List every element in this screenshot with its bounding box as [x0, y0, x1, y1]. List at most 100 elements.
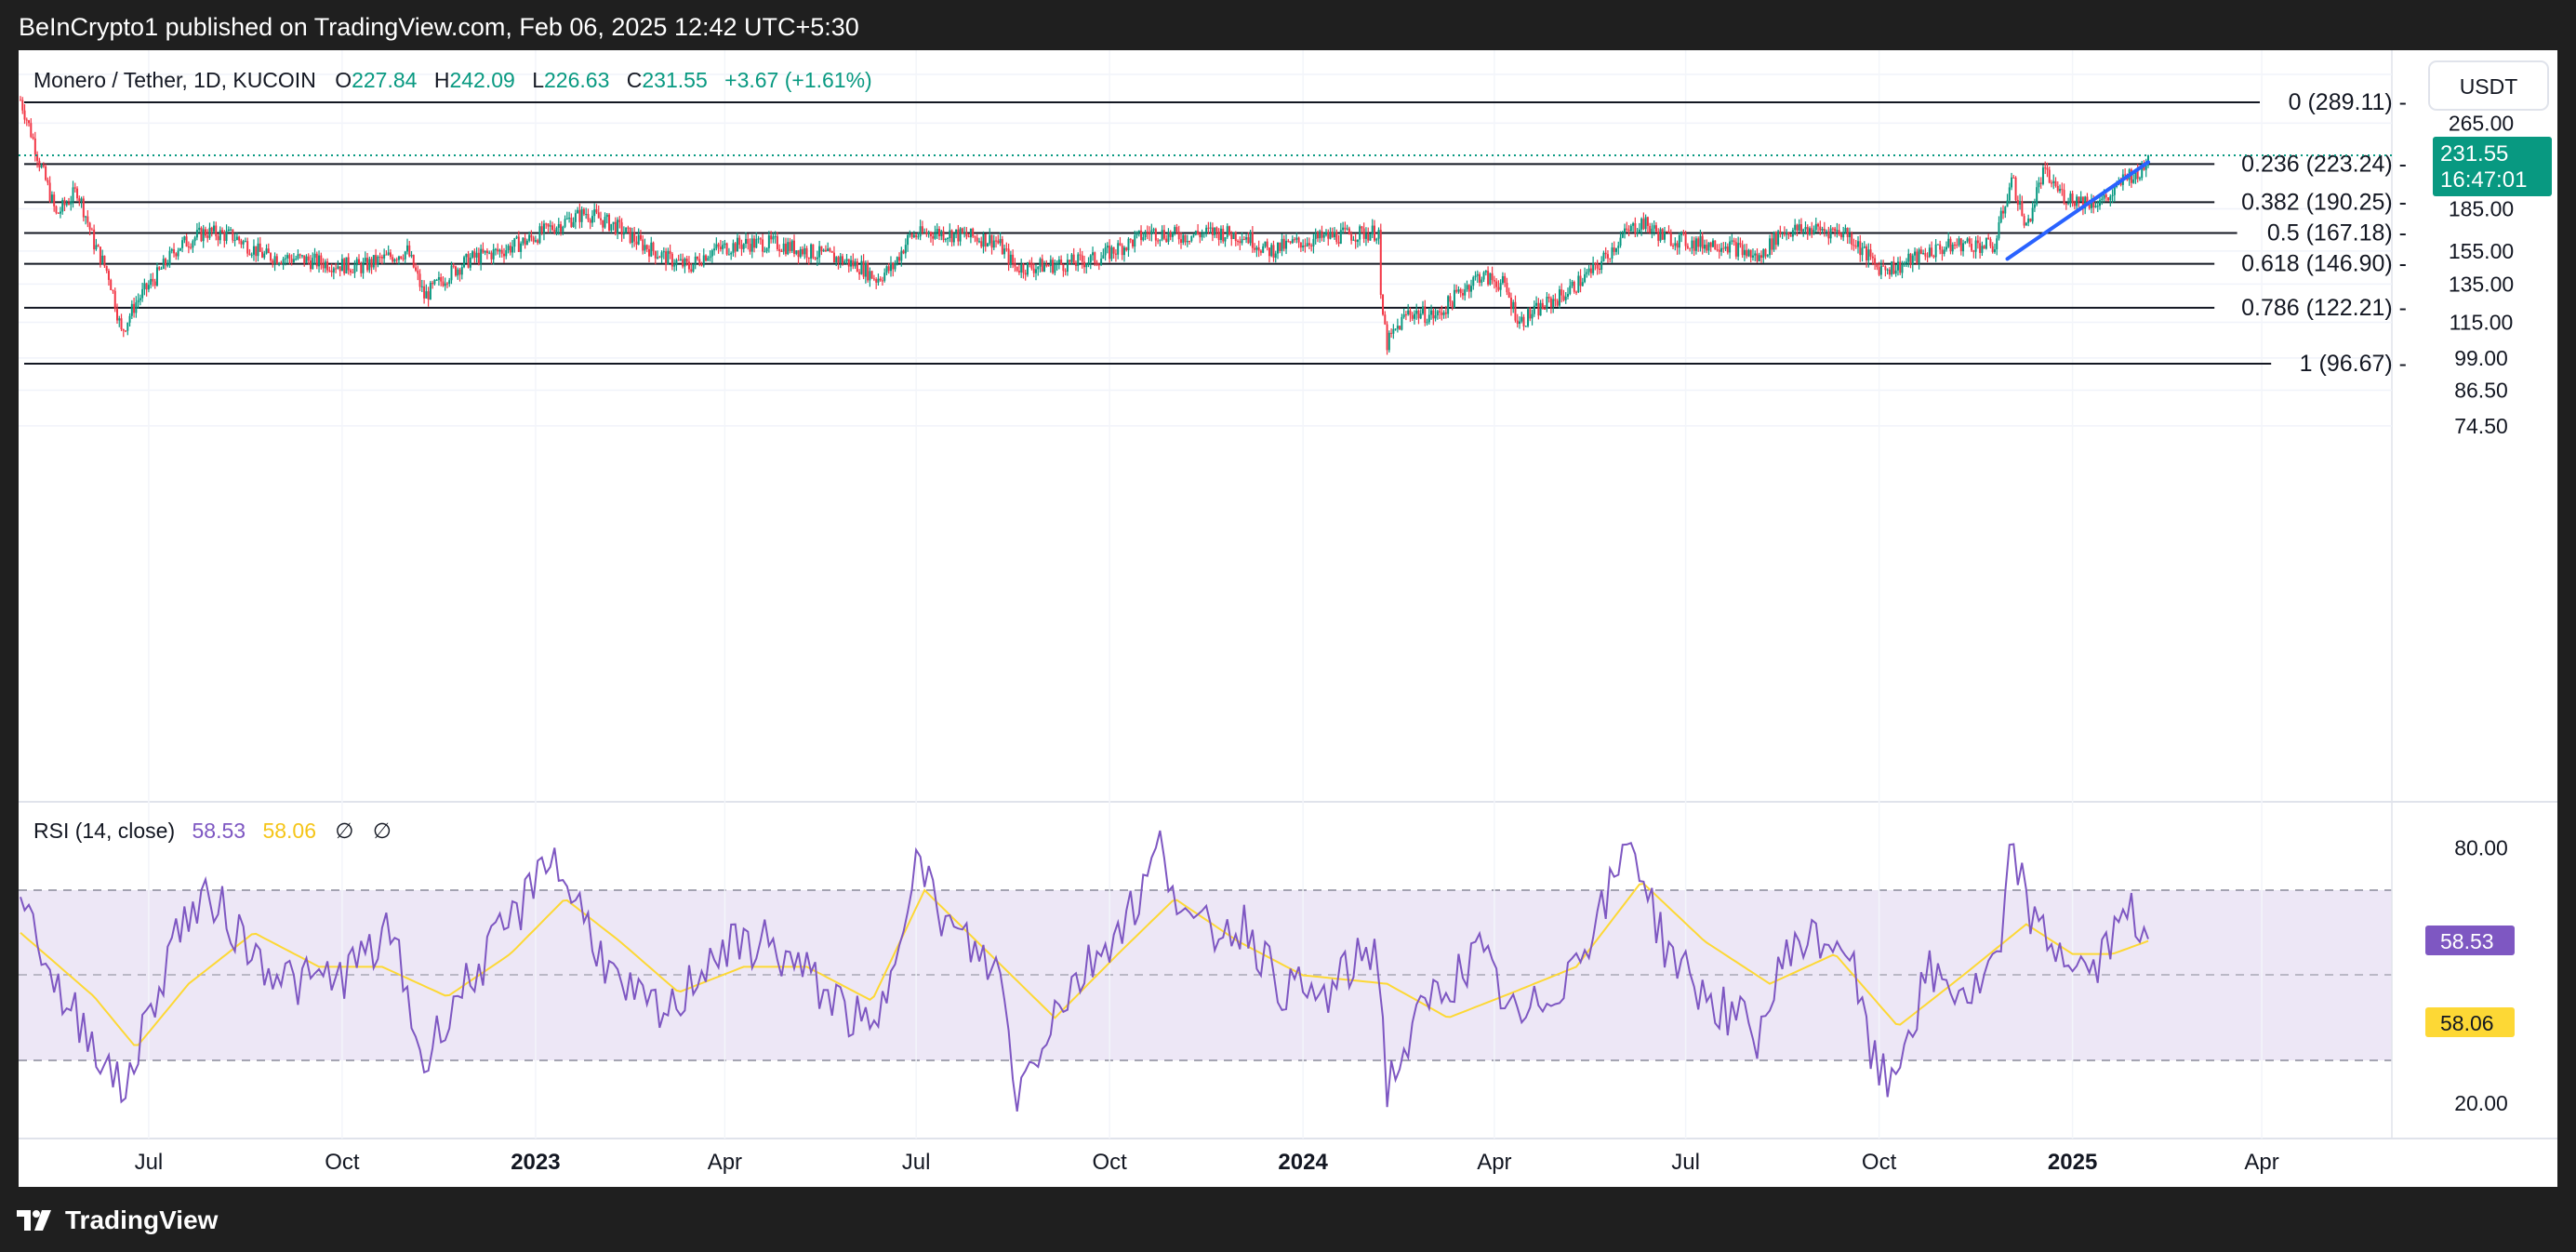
candle-body — [1022, 264, 1025, 273]
candle-body — [927, 232, 930, 234]
candle-body — [839, 256, 842, 263]
symbol-label[interactable]: Monero / Tether, 1D, KUCOIN — [33, 68, 316, 92]
rsi-legend-name[interactable]: RSI (14, close) — [33, 819, 175, 843]
price-tick-label: 74.50 — [2454, 414, 2508, 438]
candle-body — [1884, 266, 1887, 271]
price-axis[interactable]: 325.00265.00185.00155.00135.00115.0099.0… — [2449, 62, 2514, 438]
candle-body — [1188, 241, 1191, 243]
candle-body — [1127, 238, 1130, 250]
candle-body — [1175, 227, 1178, 233]
candle-body — [1461, 293, 1464, 296]
chart-card[interactable]: 0 (289.11) -0.236 (223.24) -0.382 (190.2… — [19, 50, 2557, 1187]
candle-body — [185, 236, 188, 247]
publisher-text: BeInCrypto1 published on TradingView.com… — [19, 13, 859, 41]
candle-body — [1571, 281, 1573, 286]
candle-body — [423, 286, 426, 299]
candle-body — [1928, 247, 1931, 258]
candle-body — [995, 240, 998, 242]
candle-body — [1611, 247, 1613, 259]
candle-body — [1834, 228, 1837, 232]
candle-body — [1802, 229, 1805, 232]
candle-body — [1894, 270, 1897, 274]
candle-body — [2044, 167, 2047, 169]
candle-body — [1077, 254, 1080, 266]
candle-body — [198, 227, 201, 231]
candle-body — [335, 268, 338, 270]
candle-body — [445, 283, 448, 285]
candle-body — [1242, 239, 1245, 241]
candle-body — [725, 243, 728, 255]
candle-body — [774, 236, 777, 238]
candle-body — [900, 250, 903, 261]
ascending-trendline[interactable] — [2005, 160, 2150, 261]
candle-body — [471, 251, 474, 258]
candle-body — [952, 233, 955, 243]
candle-body — [671, 253, 673, 267]
candle-body — [1322, 234, 1325, 238]
candle-body — [842, 256, 843, 264]
candle-body — [116, 309, 118, 321]
candle-body — [982, 233, 985, 247]
tradingview-logo[interactable]: TradingView — [17, 1205, 218, 1235]
candle-body — [2141, 166, 2144, 179]
candle-body — [1012, 254, 1015, 264]
candle-body — [1226, 226, 1228, 237]
candle-body — [173, 249, 176, 254]
candle-body — [612, 221, 615, 224]
candle-body — [1079, 254, 1082, 256]
candle-body — [1689, 247, 1692, 249]
candle-body — [97, 245, 100, 247]
chart-svg[interactable]: 0 (289.11) -0.236 (223.24) -0.382 (190.2… — [19, 50, 2557, 1187]
currency-box[interactable] — [2428, 60, 2549, 111]
candle-body — [497, 248, 499, 252]
candle-body — [1569, 286, 1572, 295]
candle-body — [1676, 243, 1679, 248]
candle-body — [1171, 232, 1174, 237]
candle-body — [1848, 233, 1851, 237]
candle-body — [2136, 169, 2139, 180]
candle-body — [1731, 240, 1733, 242]
candle-body — [879, 278, 882, 281]
candle-body — [2054, 180, 2057, 186]
candle-body — [370, 259, 373, 268]
candle-body — [802, 248, 804, 255]
candle-body — [1758, 255, 1760, 261]
candle-body — [818, 246, 821, 258]
candle-body — [883, 273, 886, 281]
candle-body — [1167, 232, 1170, 243]
candle-body — [904, 245, 907, 254]
candle-body — [537, 240, 539, 244]
candle-body — [1112, 246, 1115, 254]
candle-body — [1560, 289, 1563, 296]
candle-body — [772, 236, 775, 240]
candle-body — [1104, 247, 1107, 256]
candle-body — [494, 248, 497, 250]
candle-body — [1422, 306, 1424, 314]
candle-body — [814, 258, 817, 260]
time-tick-label: Apr — [708, 1150, 742, 1175]
candle-body — [46, 180, 49, 183]
candle-body — [1659, 229, 1662, 241]
price-tick-label: 86.50 — [2454, 379, 2508, 403]
candle-body — [1769, 238, 1772, 256]
candle-body — [2048, 169, 2051, 183]
candle-body — [402, 258, 405, 260]
candle-body — [1693, 240, 1695, 251]
candle-body — [1117, 243, 1120, 255]
candle-body — [366, 258, 369, 271]
candle-body — [1694, 238, 1697, 251]
candle-body — [61, 200, 64, 212]
candle-body — [1749, 249, 1752, 258]
candle-body — [1439, 311, 1441, 313]
time-tick-label: Apr — [1477, 1150, 1511, 1175]
candle-body — [238, 236, 241, 241]
candle-body — [70, 201, 73, 205]
time-axis[interactable]: Jul Oct 2023 Apr Jul Oct 2024 Apr Jul Oct 2025 Apr — [135, 1150, 2279, 1175]
candle-body — [1472, 277, 1475, 286]
candle-body — [2067, 203, 2070, 205]
candle-body — [55, 206, 58, 213]
candle-body — [812, 244, 815, 259]
candle-body — [1827, 231, 1830, 239]
candle-body — [1241, 239, 1243, 244]
